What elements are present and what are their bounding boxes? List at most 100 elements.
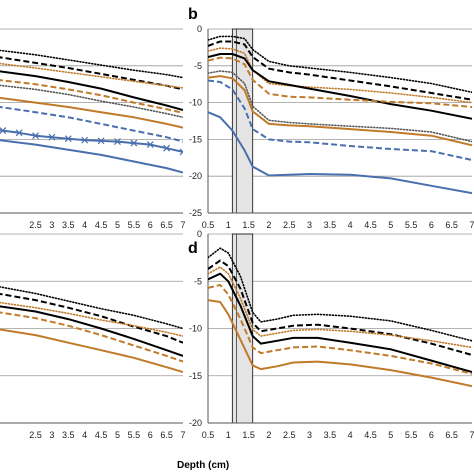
series-line-2	[208, 40, 472, 101]
series-group	[208, 35, 472, 195]
panel-d-chart: 0.5 1 1.5 2 2.5 3 3.5 4 4.5 5 5.5 6 6.5 7 0 -5 -10 -15 -20	[189, 229, 474, 440]
x-tick-label: 6	[429, 430, 434, 440]
y-tick-label: -10	[189, 324, 202, 334]
x-tick-label: 6	[148, 220, 153, 230]
x-tick-label: 1.5	[242, 430, 255, 440]
series-marker-x	[97, 137, 105, 145]
x-tick-label: 4	[82, 220, 87, 230]
series-line-5	[0, 311, 183, 363]
x-tick-label: 3.5	[62, 430, 75, 440]
series-line-1	[208, 35, 472, 94]
x-tick-label: 2.5	[29, 430, 42, 440]
x-tick-label: 3.5	[62, 220, 75, 230]
series-line-3	[208, 47, 472, 104]
x-tick-label: 5.5	[128, 430, 141, 440]
series-marker-x	[130, 139, 138, 147]
x-tick-label: 3	[307, 430, 312, 440]
series-line-9	[0, 129, 183, 153]
x-tick-label: 7	[469, 430, 474, 440]
y-tick-label: -15	[189, 371, 202, 381]
x-tick-label: 2.5	[283, 430, 296, 440]
series-line-4	[208, 53, 472, 120]
y-tick-label: -20	[189, 418, 202, 428]
y-tick-label: -5	[194, 61, 202, 71]
x-tick-label: 7	[180, 220, 185, 230]
x-tick-label: 5	[115, 430, 120, 440]
x-tick-label: 6.5	[445, 220, 458, 230]
series-group	[208, 247, 472, 388]
x-tick-label: 1.5	[242, 220, 255, 230]
x-tick-label: 5.5	[405, 220, 418, 230]
x-tick-label: 6.5	[445, 430, 458, 440]
x-tick-label: 7	[180, 430, 185, 440]
series-line-6	[208, 70, 472, 143]
x-tick-label: 4.5	[95, 430, 108, 440]
panel-c-chart: 2.5 3 3.5 4 4.5 5 5.5 6 6.5 7	[0, 233, 186, 440]
series-line-1	[0, 286, 183, 330]
y-tick-label: 0	[197, 24, 202, 34]
series-group	[0, 286, 183, 373]
series-line-10	[0, 139, 183, 174]
series-line-4	[0, 305, 183, 357]
y-tick-label: -20	[189, 171, 202, 181]
x-tick-label: 7	[469, 220, 474, 230]
x-tick-label: 5	[388, 220, 393, 230]
x-tick-label: 3.5	[324, 220, 337, 230]
x-tick-label: 4.5	[95, 220, 108, 230]
series-line-8	[0, 105, 183, 143]
x-tick-label: 2.5	[283, 220, 296, 230]
x-tick-label: 4.5	[364, 430, 377, 440]
x-tick-label: 2.5	[29, 220, 42, 230]
panel-b-label: b	[188, 6, 198, 23]
x-tick-label: 5.5	[405, 430, 418, 440]
series-line-7	[0, 96, 183, 129]
y-tick-label: -5	[194, 276, 202, 286]
y-tick-label: -15	[189, 134, 202, 144]
panel-a-chart: 2.5 3 3.5 4 4.5 5 5.5 6 6.5 7	[0, 28, 186, 230]
x-tick-label: 3.5	[324, 430, 337, 440]
series-line-3	[0, 62, 183, 89]
series-line-2	[208, 259, 472, 356]
series-marker-x	[163, 144, 171, 152]
series-line-3	[0, 301, 183, 337]
series-line-7	[208, 75, 472, 147]
x-tick-label: 3	[49, 220, 54, 230]
x-tick-label: 1	[226, 220, 231, 230]
x-axis-label: Depth (cm)	[177, 460, 229, 471]
series-line-4	[0, 70, 183, 111]
series-line-6	[208, 299, 472, 388]
series-marker-x	[15, 129, 23, 137]
x-tick-label: 6	[429, 220, 434, 230]
series-marker-x	[146, 141, 154, 148]
x-tick-label: 3	[49, 430, 54, 440]
x-tick-label: 2	[266, 220, 271, 230]
panel-b-chart: 0.5 1 1.5 2 2.5 3 3.5 4 4.5 5 5.5 6 6.5 7 0 -5 -10 -15 -20…	[189, 24, 474, 230]
series-line-1	[208, 247, 472, 342]
y-tick-label: -25	[189, 208, 202, 218]
panel-d-label: d	[188, 240, 198, 257]
series-line-6	[0, 84, 183, 119]
x-tick-label: 6	[148, 430, 153, 440]
x-tick-label: 1	[226, 430, 231, 440]
series-line-5	[208, 56, 472, 108]
series-marker-x	[0, 127, 7, 134]
series-line-8	[208, 79, 472, 161]
series-line-9	[208, 111, 472, 195]
x-tick-label: 5	[115, 220, 120, 230]
series-line-2	[0, 292, 183, 344]
x-tick-label: 0.5	[202, 220, 215, 230]
x-tick-label: 0.5	[202, 430, 215, 440]
series-marker-x	[64, 135, 72, 143]
x-tick-label: 3	[307, 220, 312, 230]
series-line-4	[208, 272, 472, 373]
series-group	[0, 49, 183, 174]
x-tick-label: 4	[348, 220, 353, 230]
series-line-1	[0, 49, 183, 79]
series-line-3	[208, 266, 472, 349]
series-line-5	[208, 284, 472, 375]
series-marker-x	[48, 133, 56, 141]
x-tick-label: 4	[348, 430, 353, 440]
series-marker-x	[179, 148, 183, 156]
series-marker-x	[81, 136, 89, 144]
x-tick-label: 6.5	[160, 430, 173, 440]
